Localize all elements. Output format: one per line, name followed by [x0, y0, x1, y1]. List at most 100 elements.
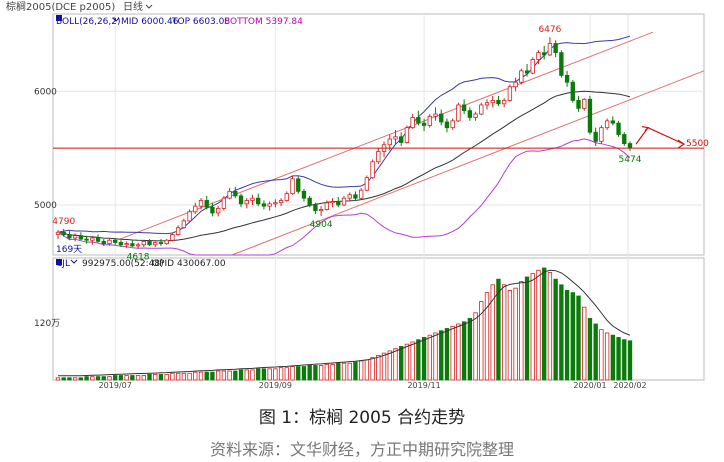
candle-up [358, 189, 364, 199]
volume-bar-up [347, 362, 352, 381]
chevron-down-icon[interactable] [145, 4, 153, 9]
candle-down [461, 104, 467, 112]
candle-up [273, 202, 278, 205]
candle-down [296, 178, 301, 192]
volume-bar-up [501, 284, 507, 381]
candle-up [90, 237, 95, 241]
volume-bar-up [370, 357, 375, 381]
candle-down [204, 200, 209, 208]
volume-bar-up [490, 284, 495, 381]
candle-up [175, 227, 181, 235]
candle-down [524, 70, 530, 74]
candle-up [198, 200, 204, 207]
volume-bar-down [421, 337, 427, 381]
candle-down [84, 238, 89, 241]
volume-bar-down [461, 321, 467, 381]
candle-up [227, 190, 232, 199]
volume-bar-down [593, 323, 598, 381]
volume-bar-down [616, 337, 621, 381]
candle-up [330, 201, 335, 204]
price-annotations: 6476 4790 4904 4618 5474 [52, 25, 641, 262]
candle-up [484, 102, 490, 106]
volume-bar-down [101, 376, 106, 381]
volume-bar-up [221, 370, 227, 381]
cjl-value: 992975.00(52:48) [82, 259, 164, 269]
vol-y-tick-label: 120万 [34, 319, 60, 329]
volume-bar-down [307, 365, 312, 381]
volume-bar-down [570, 292, 575, 381]
candle-down [564, 74, 570, 83]
volume-bar-up [244, 369, 249, 381]
chevron-down-icon[interactable] [112, 17, 120, 22]
volume-bar-up [273, 368, 278, 381]
candle-down [256, 197, 261, 205]
boll-top-value: TOP 6603.08 [171, 17, 230, 27]
volume-bar-up [193, 371, 198, 381]
volume-bar-down [416, 339, 421, 381]
candle-down [301, 190, 307, 199]
volume-bar-up [175, 372, 181, 381]
volume-bar-down [84, 376, 89, 381]
candle-down [130, 243, 135, 247]
candle-down [67, 234, 72, 239]
candle-down [233, 190, 238, 197]
volume-bar-down [296, 366, 301, 381]
candle-up [55, 231, 61, 235]
candle-up [278, 200, 284, 204]
candle-up [376, 151, 381, 163]
candle-down [261, 203, 267, 207]
candle-up [410, 117, 415, 129]
vol-legend-square [56, 259, 62, 265]
candle-down [576, 99, 581, 109]
candle-up [456, 104, 461, 122]
candle-up [393, 136, 398, 140]
volume-bar-up [358, 360, 364, 381]
candle-down [496, 99, 501, 105]
x-tick-label: 2019/11 [407, 381, 440, 390]
candle-down [307, 197, 312, 206]
candle-up [507, 86, 513, 101]
candle-up [170, 234, 175, 241]
candle-down [593, 131, 598, 142]
candle-up [427, 115, 432, 126]
volume-bar-down [399, 345, 404, 381]
chevron-down-icon[interactable] [70, 259, 78, 264]
candle-up [135, 244, 141, 247]
candle-up [193, 205, 198, 213]
price-annotation: 4618 [127, 252, 150, 262]
candle-down [439, 113, 444, 123]
candle-up [250, 197, 255, 201]
volume-bar-up [376, 354, 381, 381]
axes: 6000 5000 120万 2019/07 2019/09 2019/11 2020/01… [34, 87, 647, 390]
volume-bar-up [456, 323, 461, 381]
volume-bar-down [113, 375, 118, 381]
period-selector[interactable]: 日线 [123, 0, 143, 13]
y-tick-label: 5000 [34, 201, 57, 211]
volume-bar-down [564, 289, 570, 381]
volume-bar-up [513, 287, 518, 381]
volume-bar-up [290, 366, 295, 381]
x-tick-label: 2020/01 [573, 381, 606, 390]
volume-bar-down [118, 375, 124, 381]
candle-up [501, 99, 507, 105]
price-annotation: 4904 [310, 220, 333, 230]
volume-bar-down [622, 339, 627, 381]
arrow-head-right [677, 139, 686, 149]
volume-bar-down [261, 368, 267, 381]
candle-down [553, 43, 558, 54]
volume-bar-down [627, 340, 633, 381]
candle-up [141, 240, 146, 246]
candle-down [610, 120, 616, 124]
grid-layer [52, 13, 705, 381]
support-line: 5500 [53, 125, 709, 149]
volume-bar-down [313, 365, 318, 381]
symbol-label: 棕榈2005(DCE p2005) [6, 0, 115, 13]
volume-bar-up [364, 359, 370, 381]
candle-up [347, 194, 352, 199]
candle-up [536, 52, 541, 60]
volume-bar-up [330, 363, 335, 381]
volume-bar-up [530, 273, 535, 381]
price-annotation: 4790 [52, 217, 75, 227]
volume-bar-down [67, 377, 72, 381]
volume-bar-up [536, 269, 541, 381]
